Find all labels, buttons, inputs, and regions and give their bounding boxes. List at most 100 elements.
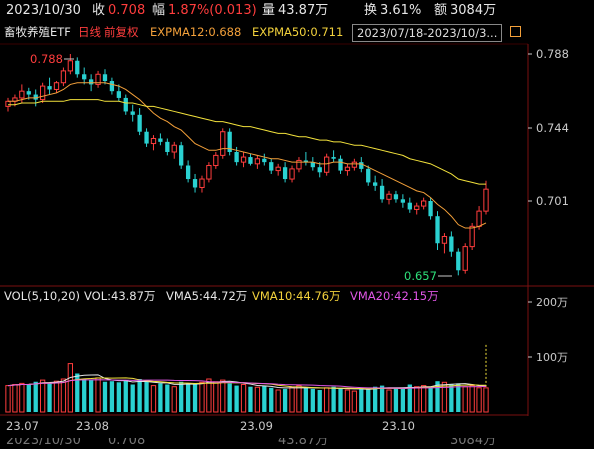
date-tick-3: 23.10 — [382, 419, 415, 433]
ghost-volume: 43.87万 — [278, 438, 329, 448]
candle-down — [456, 251, 461, 271]
ema50-line — [8, 99, 486, 185]
volume-ma-lines-group — [7, 374, 487, 390]
candle-up — [275, 166, 281, 172]
vma5-line — [7, 374, 487, 390]
volume-bar — [165, 384, 170, 412]
period-selector[interactable]: 日线 — [78, 25, 101, 39]
candle-down — [262, 158, 267, 163]
candle-up — [289, 168, 295, 180]
turnover-value: 3.61% — [380, 3, 422, 18]
volume-bar — [185, 383, 191, 412]
volume-bar — [171, 386, 177, 413]
candle-up — [220, 131, 226, 156]
volume-bar — [26, 383, 31, 412]
volume-bar — [102, 381, 108, 412]
candle-down — [75, 60, 80, 75]
vma20-line — [7, 379, 487, 389]
candle-down — [144, 131, 149, 144]
vol-title[interactable]: VOL(5,10,20) — [4, 289, 80, 303]
volume-tick-1: 100万 — [536, 351, 568, 364]
ema50-label: EXPMA50:0.711 — [252, 25, 344, 39]
date-tick-2: 23.09 — [240, 419, 273, 433]
candle-down — [269, 162, 274, 171]
volume-bar — [289, 386, 295, 413]
checkbox-icon[interactable] — [510, 26, 521, 37]
volume-bar — [60, 378, 67, 413]
volume-label: 量 — [262, 3, 276, 18]
candle-up — [344, 166, 351, 172]
candle-down — [234, 152, 239, 163]
volume-bar — [39, 379, 46, 413]
volume-bar — [12, 384, 18, 413]
candle-down — [317, 167, 322, 173]
candle-down — [47, 86, 52, 90]
candle-down — [366, 168, 371, 183]
low-label: 0.657 — [404, 269, 437, 283]
date-range-box[interactable]: 2023/07/18-2023/10/3... — [352, 24, 503, 42]
volume-bar — [199, 381, 205, 413]
vma10-value: VMA10:44.76万 — [252, 289, 341, 303]
candle-up — [199, 178, 205, 188]
volume-bar — [75, 373, 80, 412]
candle-down — [449, 236, 454, 252]
candle-up — [324, 156, 330, 173]
volume-bar — [435, 381, 440, 412]
close-label: 收 — [92, 3, 106, 18]
volume-value: 43.87万 — [278, 3, 329, 18]
price-tick-1: 0.744 — [536, 121, 569, 135]
candle-down — [192, 179, 198, 188]
price-axis: 0.788 0.744 0.701 — [528, 47, 569, 208]
candle-down — [400, 199, 406, 203]
candle-up — [386, 193, 392, 200]
candle-down — [137, 114, 142, 132]
candle-down — [379, 185, 385, 200]
candle-down — [33, 94, 38, 100]
volume-bar — [462, 386, 468, 413]
volume-bar — [254, 386, 261, 413]
volume-bar — [47, 383, 52, 412]
ema-lines-group — [8, 82, 487, 229]
volume-bar — [414, 386, 420, 413]
low-annotation: 0.657 — [404, 269, 452, 283]
candle-down — [227, 131, 232, 152]
volume-bar — [144, 381, 149, 412]
candle-up — [351, 161, 358, 168]
quote-bar: 2023/10/30 收 0.708 幅 1.87%(0.013) 量 43.8… — [0, 0, 594, 22]
vma5-value: VMA5:44.72万 — [166, 289, 248, 303]
candle-down — [303, 160, 309, 163]
vol-value: VOL:43.87万 — [84, 289, 156, 303]
volume-bar — [206, 378, 212, 413]
candle-up — [95, 73, 101, 85]
candle-up — [469, 225, 475, 248]
candle-up — [254, 158, 261, 165]
candle-down — [248, 157, 253, 164]
volume-bar — [137, 379, 142, 412]
candle-up — [414, 205, 420, 210]
volume-bar — [379, 385, 385, 412]
volume-bar — [400, 388, 406, 412]
candle-down — [407, 202, 412, 210]
volume-bar — [248, 386, 253, 412]
volume-bar — [19, 382, 25, 413]
candle-down — [179, 145, 184, 166]
volume-bar — [53, 380, 60, 413]
volume-tick-0: 200万 — [536, 296, 568, 309]
turnover-label: 换 — [364, 3, 378, 18]
change-value: 1.87%(0.013) — [168, 3, 257, 18]
security-name[interactable]: 畜牧养殖ETF — [4, 25, 71, 39]
ema12-label: EXPMA12:0.688 — [150, 25, 242, 39]
ghost-amount: 3084万 — [450, 438, 497, 448]
candle-down — [331, 157, 336, 159]
volume-bar — [88, 380, 94, 412]
volume-bar — [227, 383, 232, 412]
candle-down — [26, 91, 31, 95]
adjust-selector[interactable]: 前复权 — [104, 25, 139, 39]
volume-bar — [421, 385, 427, 413]
vma20-value: VMA20:42.15万 — [350, 289, 439, 303]
volume-bar — [373, 386, 378, 412]
candle-up — [213, 154, 219, 167]
volume-bar — [386, 389, 392, 413]
volume-bar — [324, 387, 330, 413]
